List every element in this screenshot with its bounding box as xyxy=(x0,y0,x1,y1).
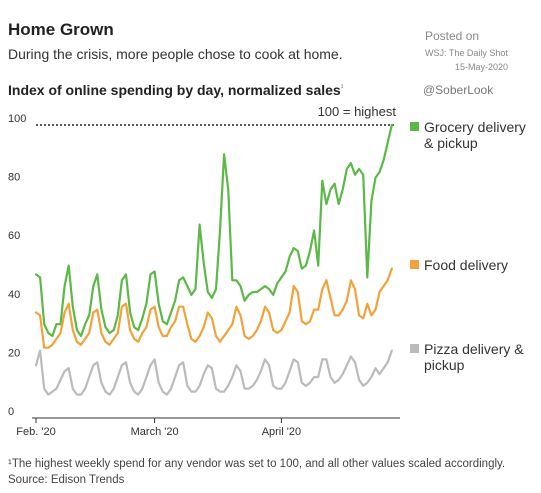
reference-line-label: 100 = highest xyxy=(318,104,397,119)
legend-swatch xyxy=(410,344,419,353)
posted-date: 15-May-2020 xyxy=(455,62,509,72)
series-line-1 xyxy=(34,123,393,338)
chart-title-footnote-marker: ¹ xyxy=(340,82,344,92)
axes: 0 20 40 60 80 100 Feb. '20 March '20 April '20 10… xyxy=(8,104,400,438)
y-tick-label: 80 xyxy=(8,172,20,184)
source-note: Source: Edison Trends xyxy=(8,474,125,486)
series-lines xyxy=(34,123,393,396)
footnote: ¹The highest weekly spend for any vendor… xyxy=(8,458,506,470)
chart-title-text: Index of online spending by day, normali… xyxy=(8,82,341,98)
x-tick-label: March '20 xyxy=(131,426,179,438)
y-tick-label: 60 xyxy=(8,230,20,242)
twitter-handle: @SoberLook xyxy=(423,83,494,97)
y-tick-label: 0 xyxy=(8,406,14,418)
y-tick-label: 20 xyxy=(8,347,20,359)
chart-heading: Home Grown xyxy=(8,20,114,39)
series-line-2 xyxy=(34,267,393,349)
x-tick-label: April '20 xyxy=(262,426,301,438)
legend-swatch xyxy=(410,260,419,269)
chart-title: Index of online spending by day, normali… xyxy=(8,82,343,98)
legend-label: Food delivery xyxy=(424,257,509,273)
posted-source: WSJ: The Daily Shot xyxy=(425,48,508,58)
legend-swatch xyxy=(410,122,419,131)
legend-label: Grocery delivery & pickup xyxy=(424,119,526,151)
x-tick-label: Feb. '20 xyxy=(16,426,55,438)
posted-on-label: Posted on xyxy=(425,29,480,43)
y-tick-label: 40 xyxy=(8,289,20,301)
y-tick-label: 100 xyxy=(8,113,26,125)
legend-label: Pizza delivery & pickup xyxy=(424,341,524,373)
chart-subheading: During the crisis, more people chose to … xyxy=(8,46,343,62)
series-line-3 xyxy=(34,349,393,396)
